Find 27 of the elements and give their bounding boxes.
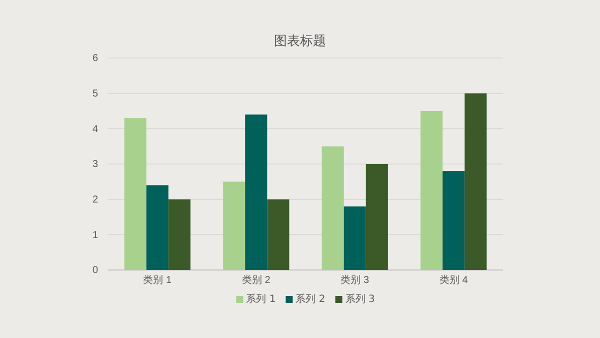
bar: [442, 171, 465, 270]
x-tick-label: 类别 4: [439, 274, 468, 286]
y-tick-label: 3: [92, 159, 98, 170]
y-tick-label: 1: [92, 230, 98, 241]
bar: [366, 164, 388, 270]
legend-label: 系列 1: [246, 293, 276, 305]
bar: [420, 111, 443, 270]
y-tick-label: 4: [92, 124, 98, 135]
x-tick-label: 类别 2: [242, 274, 271, 286]
bar: [344, 206, 366, 270]
bar: [146, 185, 168, 270]
bar: [168, 199, 190, 270]
x-tick-label: 类别 3: [340, 274, 370, 286]
bar: [267, 199, 290, 270]
y-tick-label: 2: [92, 194, 98, 206]
legend-label: 系列 3: [345, 293, 375, 305]
y-tick-label: 5: [92, 88, 98, 100]
bar: [223, 182, 246, 270]
x-tick-label: 类别 1: [143, 274, 172, 286]
bar: [245, 114, 268, 270]
legend-label: 系列 2: [296, 293, 326, 305]
chart-title: 图表标题: [274, 34, 326, 49]
y-tick-label: 0: [92, 265, 98, 276]
y-tick-label: 6: [92, 53, 98, 64]
bar: [464, 93, 487, 270]
bar: [322, 146, 344, 270]
bar: [124, 118, 146, 270]
